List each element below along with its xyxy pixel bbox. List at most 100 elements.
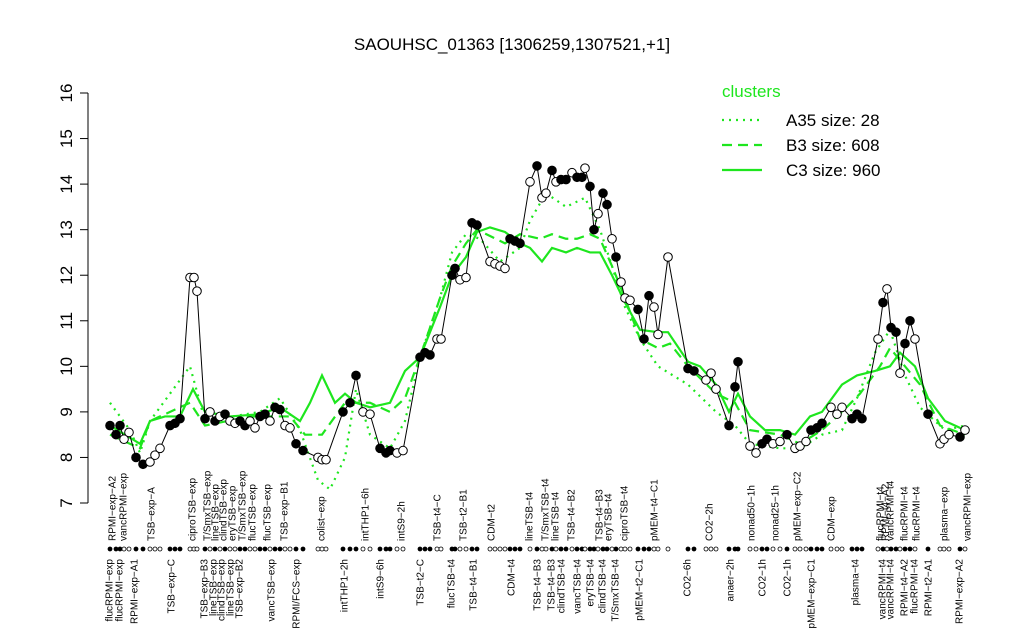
rug-mark <box>814 546 820 552</box>
sample-point <box>525 177 535 187</box>
rug-mark <box>237 546 243 552</box>
rug-mark <box>957 546 963 552</box>
cluster-line <box>109 191 966 492</box>
bottom-label: flucRPMI−exp <box>115 559 126 622</box>
top-label: eryTSB−exp <box>228 485 239 541</box>
rug-mark <box>946 546 952 552</box>
sample-point <box>291 438 301 449</box>
rug-mark <box>563 546 569 552</box>
bottom-label: RPMI−exp−A1 <box>130 559 141 624</box>
rug-mark <box>713 546 719 552</box>
rug-mark <box>300 546 306 552</box>
bottom-label: RPMI−exp−A2 <box>955 559 966 624</box>
rug-mark <box>217 546 223 552</box>
rug-mark <box>502 546 508 552</box>
rug-mark <box>438 546 444 552</box>
top-label: T/SmxTSB−t4 <box>541 478 552 541</box>
rug-mark <box>247 546 253 552</box>
rug-mark <box>507 546 513 552</box>
top-label: CDM−t2 <box>487 504 498 541</box>
rug-mark <box>651 546 657 552</box>
y-tick-label: 12 <box>57 266 76 285</box>
rug-mark <box>487 546 493 552</box>
rug-mark <box>937 546 943 552</box>
sample-point <box>633 304 643 315</box>
sample-point <box>663 252 673 262</box>
top-label: TSB−exp−A <box>147 487 158 541</box>
bottom-label: vancTSB−t4 <box>573 559 584 614</box>
rug-mark <box>277 546 283 552</box>
sample-point <box>589 224 599 235</box>
rug-mark <box>735 546 741 552</box>
rug-mark <box>604 546 610 552</box>
rug-mark <box>849 546 855 552</box>
top-label: T/SmxTSB−exp <box>203 470 214 541</box>
rug-mark <box>888 546 894 552</box>
sample-point <box>285 423 295 433</box>
legend-label: B3 size: 608 <box>786 136 880 155</box>
bottom-label: lineTSB−exp <box>209 559 220 616</box>
sample-point <box>450 263 460 274</box>
rug-mark <box>803 546 809 552</box>
rug-mark <box>770 546 776 552</box>
rug-mark <box>457 546 463 552</box>
rug-mark <box>347 546 353 552</box>
rug-mark <box>591 546 597 552</box>
bottom-label: flucRPMI−exp <box>105 559 116 622</box>
rug-mark <box>387 546 393 552</box>
rug-mark <box>962 546 968 552</box>
top-label: vancRPMI−exp <box>119 472 130 541</box>
rug-mark <box>177 546 183 552</box>
sample-point <box>711 384 721 394</box>
bottom-label: CO2−1h <box>758 559 769 597</box>
rug-mark <box>641 546 647 552</box>
rug-mark <box>257 546 263 552</box>
sample-point <box>882 284 892 294</box>
rug-mark <box>212 546 218 552</box>
rug-mark <box>747 546 753 552</box>
bottom-label: CDM−t4 <box>507 559 518 596</box>
rug-mark <box>452 546 458 552</box>
sample-point <box>625 295 635 306</box>
top-label: flucTSB−exp <box>263 484 274 541</box>
bottom-label: flucRPMI−t4 <box>910 559 921 614</box>
bottom-label: vancRPMI−t4 <box>886 559 897 620</box>
sample-point <box>730 382 740 392</box>
rug-mark <box>875 546 881 552</box>
top-label: nonad25−1h <box>771 485 782 541</box>
sample-point <box>649 302 659 312</box>
bottom-label: vancRPMI−t4 <box>878 559 889 620</box>
sample-point <box>398 445 408 456</box>
sample-point <box>155 443 165 454</box>
rug-mark <box>394 546 400 552</box>
y-tick-label: 10 <box>57 357 76 376</box>
y-tick-label: 15 <box>57 129 76 148</box>
rug-mark <box>187 546 193 552</box>
rug-mark <box>400 546 406 552</box>
rug-mark <box>383 546 389 552</box>
sample-point <box>817 418 827 429</box>
sample-point <box>338 407 348 417</box>
sample-point <box>541 188 551 199</box>
y-tick-label: 11 <box>57 312 76 330</box>
rug-mark <box>797 546 803 552</box>
sample-point <box>561 174 571 185</box>
bottom-label: TSB−exp−B3 <box>200 559 211 619</box>
top-label: flucRPMI−t4 <box>912 486 923 541</box>
top-label: T/SmxTSB−exp <box>238 470 249 541</box>
sample-point <box>701 375 711 385</box>
sample-point <box>585 181 595 192</box>
rug-mark <box>140 546 146 552</box>
sample-point <box>873 334 883 344</box>
sample-point <box>689 366 699 376</box>
sample-point <box>653 329 663 340</box>
sample-point <box>119 434 129 445</box>
rug-mark <box>262 546 268 552</box>
top-label: vancRPMI−exp <box>963 472 974 541</box>
sample-point <box>923 409 933 419</box>
rug-mark <box>595 546 601 552</box>
sample-point <box>472 220 482 230</box>
rug-mark <box>600 546 606 552</box>
rug-mark <box>558 546 564 552</box>
rug-mark <box>543 546 549 552</box>
